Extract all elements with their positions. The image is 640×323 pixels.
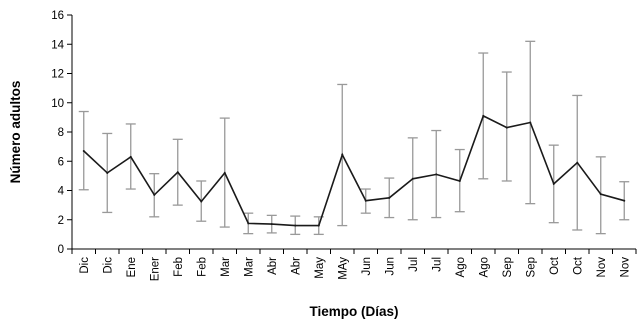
data-point [552,182,555,185]
x-tick-label: Feb [173,257,185,277]
y-tick-label: 16 [51,10,64,22]
x-tick-label: Jun [361,257,373,276]
x-tick-label: Jun [384,257,396,276]
data-point [599,193,602,196]
error-bar [501,71,512,182]
data-point [364,199,367,202]
data-point [505,126,508,129]
y-tick-label: 8 [58,127,64,139]
x-tick-label: Jul [431,257,443,272]
x-tick-label: Jul [408,257,420,272]
data-point [247,222,250,225]
x-tick-label: May [314,257,326,279]
data-point [576,161,579,164]
x-tick-label: Ener [149,257,161,281]
y-axis-title: Número adultos [8,81,23,184]
x-tick-label: Ago [455,257,467,277]
data-point [623,199,626,202]
x-tick-label: Sep [525,257,537,277]
x-tick-label: Abr [290,257,302,275]
y-tick-label: 10 [51,98,64,110]
data-point [482,114,485,117]
data-point [270,223,273,226]
x-axis-title: Tiempo (Días) [309,304,398,319]
x-ticks: Dic Dic Ene Ener Feb Feb Mar Mar Abr Abr May MAy Jun… [71,249,637,281]
x-tick-label: MAy [337,257,349,280]
data-point [317,224,320,227]
data-point [411,177,414,180]
x-tick-label: Mar [220,257,232,277]
x-tick-label: Nov [596,257,608,278]
data-point [388,196,391,199]
x-tick-label: Feb [196,257,208,277]
x-tick-label: Mar [243,257,255,277]
y-tick-label: 12 [51,69,64,81]
data-point [129,155,132,158]
x-tick-label: Ago [478,257,490,277]
x-tick-label: Dic [102,257,114,274]
error-bars [78,40,630,236]
data-point [82,150,85,153]
error-bar [595,156,606,235]
series-line-group [82,114,626,227]
data-point [529,121,532,124]
x-tick-label: Abr [267,257,279,275]
y-tick-label: 14 [51,39,64,51]
x-tick-label: Nov [619,257,631,278]
y-tick-label: 6 [58,156,64,168]
x-tick-label: Sep [502,257,514,277]
data-point [153,193,156,196]
data-point [458,179,461,182]
x-tick-label: Oct [549,256,561,275]
y-tick-label: 2 [58,215,64,227]
x-tick-label: Ene [126,257,138,277]
axes [71,15,636,250]
y-tick-label: 0 [58,244,64,256]
y-tick-label: 4 [58,186,65,198]
data-point [176,171,179,174]
series-line [83,114,625,227]
data-point [294,224,297,227]
data-point [341,153,344,156]
x-tick-label: Dic [79,257,91,274]
data-point [200,200,203,203]
data-point [223,171,226,174]
y-ticks: 0 2 4 6 8 10 12 14 16 [51,10,72,256]
data-point [106,171,109,174]
x-tick-label: Oct [572,256,584,275]
data-point [435,173,438,176]
